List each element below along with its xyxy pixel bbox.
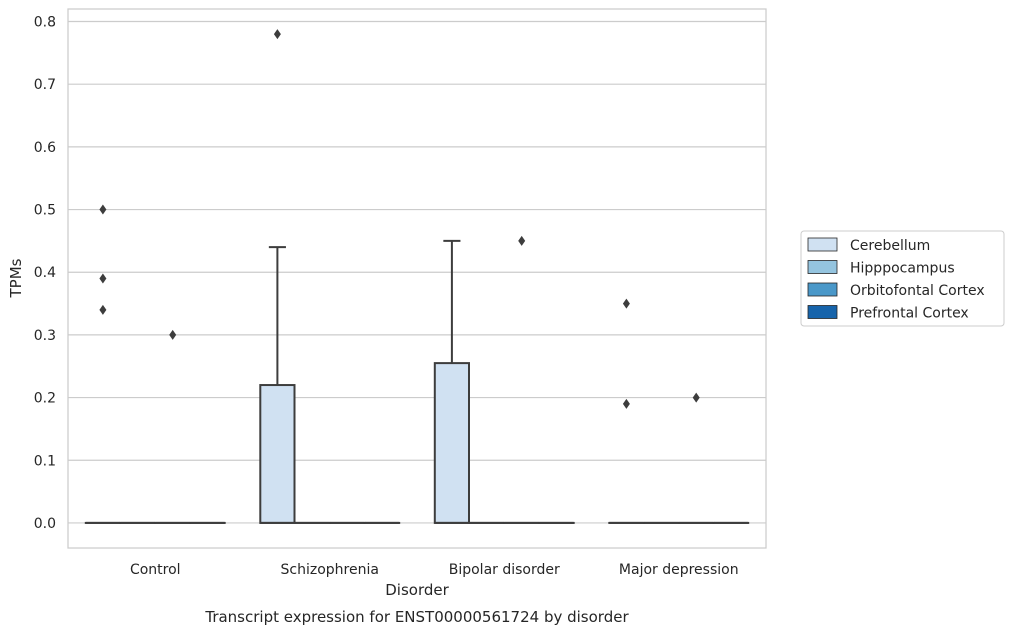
outlier-point xyxy=(273,29,281,40)
legend-swatch xyxy=(807,305,838,319)
y-tick-label: 0.4 xyxy=(34,265,56,281)
legend-frame xyxy=(800,230,1005,327)
y-tick-label: 0.1 xyxy=(34,453,56,469)
x-axis-ticks: Control Schizophrenia Bipolar disorder Majo… xyxy=(130,562,739,578)
box-group xyxy=(154,329,191,524)
box-group xyxy=(503,235,540,524)
legend-label: Hipppocampus xyxy=(850,261,955,277)
legend-label: Prefrontal Cortex xyxy=(850,306,969,322)
box-group xyxy=(608,298,645,524)
legend-swatch xyxy=(807,282,838,297)
outlier-point xyxy=(99,304,107,315)
outlier-point xyxy=(518,235,526,246)
y-axis-ticks: 0.0 0.1 0.2 0.3 0.4 0.5 0.6 0.7 0.8 xyxy=(34,15,56,532)
y-tick-label: 0.5 xyxy=(34,203,56,219)
x-tick-label: Major depression xyxy=(619,562,739,578)
legend-swatch xyxy=(807,237,838,252)
box-group xyxy=(259,29,296,524)
x-axis-label: Disorder xyxy=(385,581,449,599)
box-group xyxy=(433,239,471,524)
y-tick-label: 0.8 xyxy=(34,15,56,31)
legend-label: Orbitofontal Cortex xyxy=(850,283,985,299)
box xyxy=(433,362,471,524)
outlier-point xyxy=(99,273,107,284)
outlier-point xyxy=(169,329,177,340)
legend-item: Orbitofontal Cortex xyxy=(807,282,985,299)
legend-label: Cerebellum xyxy=(850,238,930,254)
y-tick-label: 0.0 xyxy=(34,516,56,532)
legend-item: Hipppocampus xyxy=(807,260,955,277)
legend-item: Prefrontal Cortex xyxy=(807,305,969,322)
x-tick-label: Bipolar disorder xyxy=(449,562,560,578)
plot-frame xyxy=(67,8,767,549)
box-group xyxy=(678,392,715,524)
y-axis-label: TPMs xyxy=(7,258,25,298)
x-tick-label: Control xyxy=(130,562,181,578)
box xyxy=(259,384,296,524)
outlier-point xyxy=(692,392,700,403)
outlier-point xyxy=(99,204,107,215)
legend: Cerebellum Hipppocampus Orbitofontal Corte… xyxy=(800,230,1005,327)
box-group xyxy=(84,204,122,524)
y-tick-label: 0.3 xyxy=(34,328,56,344)
boxes-layer xyxy=(84,29,750,524)
x-tick-label: Schizophrenia xyxy=(281,562,379,578)
legend-swatch xyxy=(807,260,838,274)
chart-caption: Transcript expression for ENST0000056172… xyxy=(204,608,629,626)
legend-item: Cerebellum xyxy=(807,237,930,254)
outlier-point xyxy=(622,298,630,309)
grid-lines xyxy=(68,20,766,524)
y-tick-label: 0.2 xyxy=(34,391,56,407)
y-tick-label: 0.7 xyxy=(34,77,56,93)
y-tick-label: 0.6 xyxy=(34,140,56,156)
outlier-point xyxy=(622,398,630,409)
